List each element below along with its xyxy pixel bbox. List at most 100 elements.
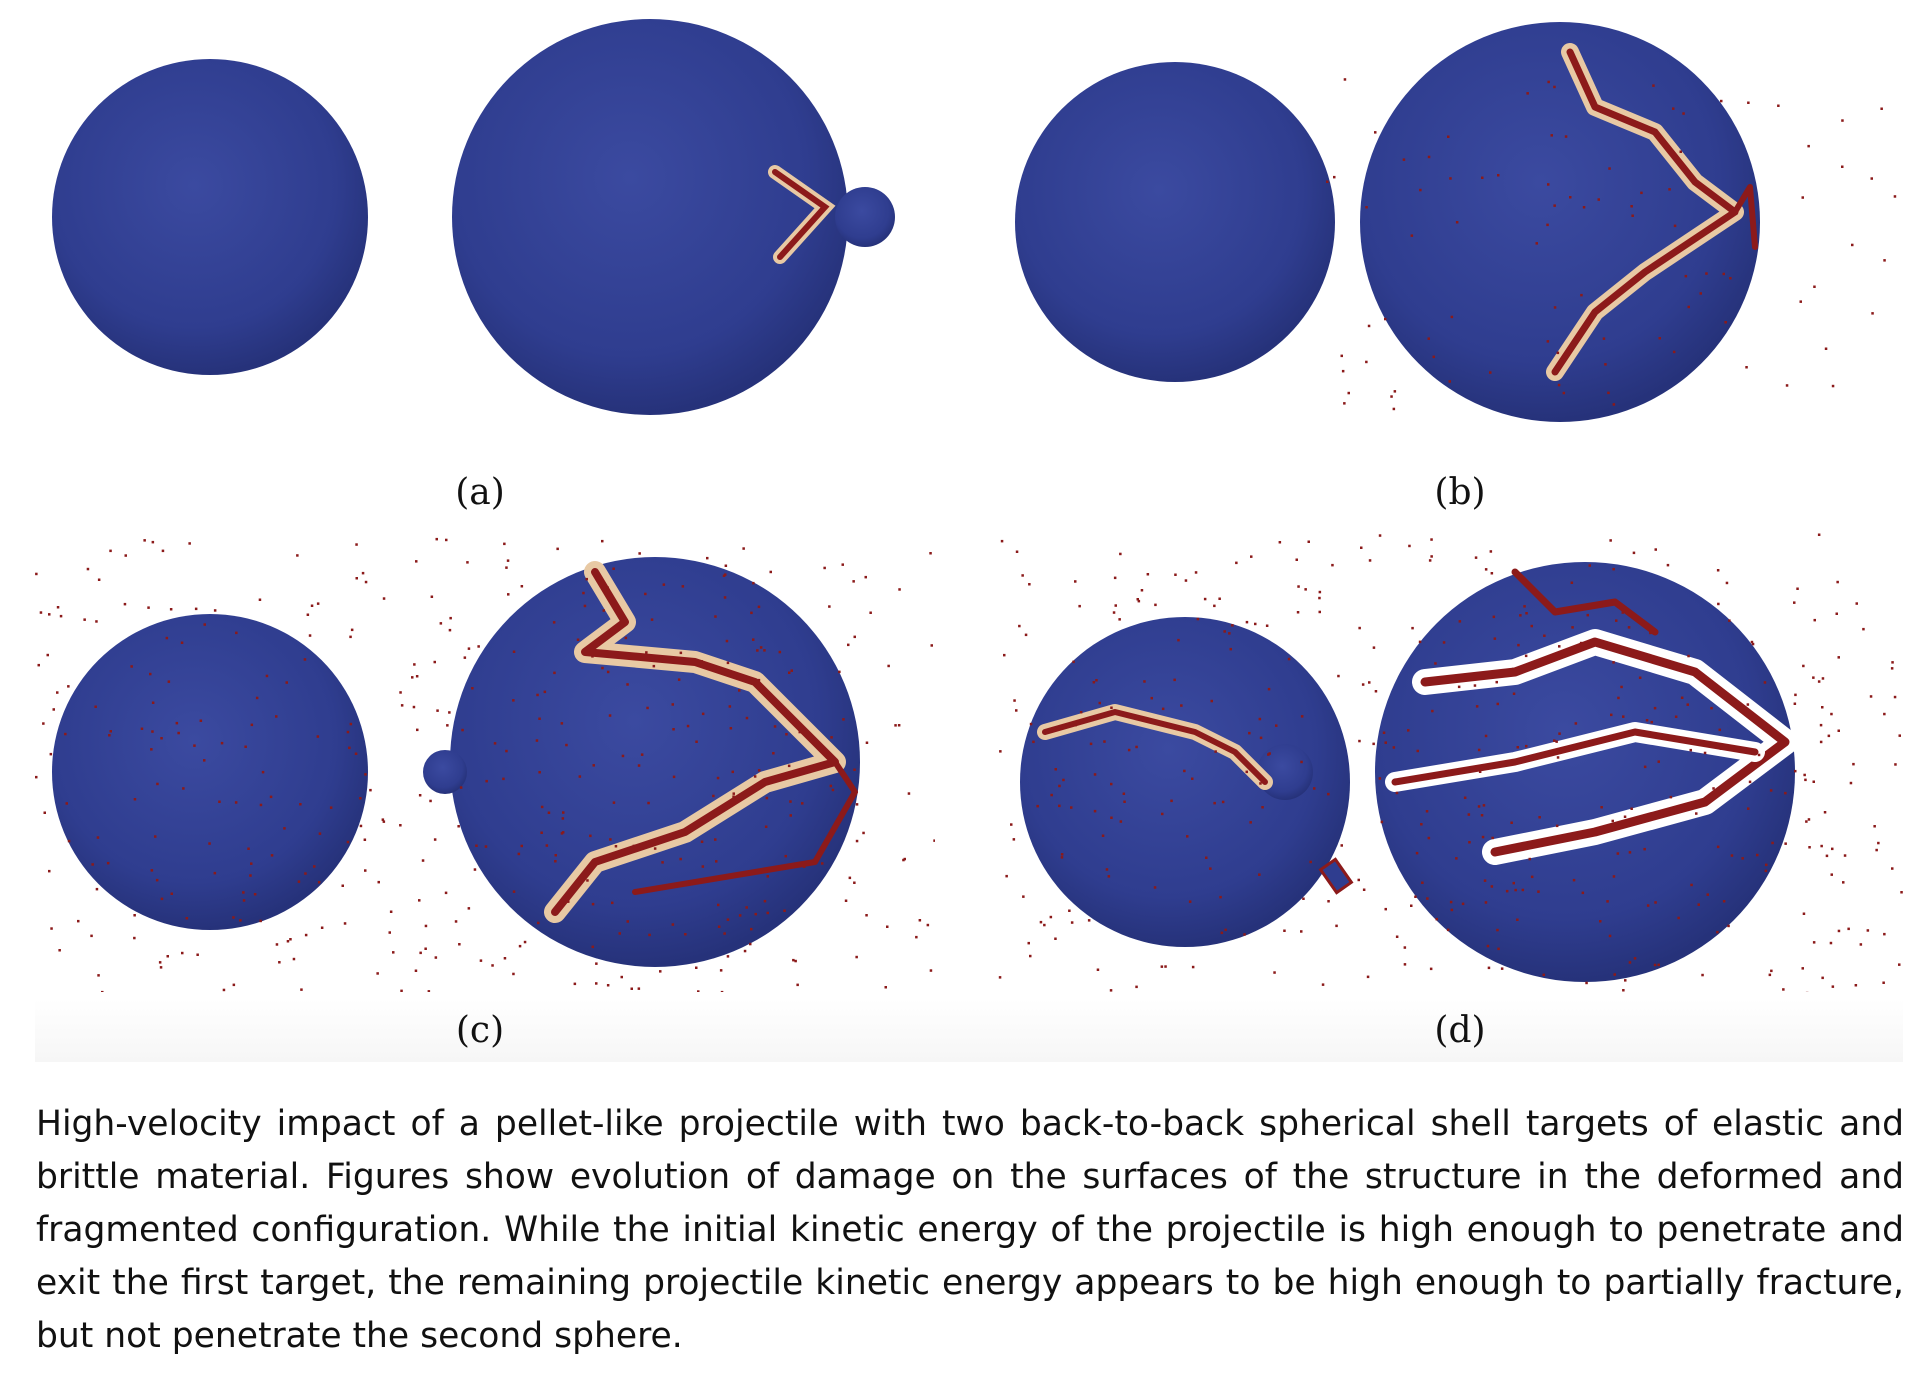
debris-particle [355,543,358,546]
debris-particle [556,547,559,551]
debris-particle [1419,188,1422,192]
debris-particle [1784,791,1787,795]
debris-particle [436,709,439,712]
debris-particle [389,910,393,913]
debris-particle [1869,695,1873,698]
debris-particle [255,696,259,700]
debris-particle [738,914,742,917]
debris-particle [1782,988,1785,991]
debris-particle [540,805,544,809]
debris-particle [1164,965,1167,968]
debris-particle [1630,807,1633,810]
debris-particle [1254,622,1257,626]
debris-particle [341,884,344,887]
debris-particle [679,857,682,861]
debris-particle [1821,706,1824,709]
debris-particle [1118,618,1121,621]
debris-particle [156,782,159,786]
debris-particle [745,716,749,720]
debris-particle [1891,867,1894,870]
debris-particle [595,982,598,985]
debris-particle [792,958,795,962]
debris-particle [1327,900,1330,903]
panel-c-render [35,537,935,992]
debris-particle [784,854,787,858]
debris-particle [151,701,155,704]
debris-particle [354,752,358,755]
debris-particle [59,614,63,618]
debris-particle [1267,687,1271,691]
debris-particle [234,801,238,804]
debris-particle [400,704,404,707]
debris-particle [459,786,463,789]
debris-particle [1427,155,1431,159]
debris-particle [1093,809,1097,813]
debris-particle [1712,787,1715,790]
debris-particle [573,982,577,986]
debris-particle [1022,895,1025,898]
debris-particle [1449,900,1453,904]
debris-particle [247,847,250,850]
debris-particle [1645,719,1649,722]
debris-particle [1525,744,1528,748]
debris-particle [160,737,163,740]
debris-particle [1486,944,1490,948]
debris-particle [158,961,162,964]
debris-particle [1313,787,1316,790]
debris-particle [1612,875,1616,878]
debris-particle [479,959,483,962]
debris-particle [1428,559,1432,562]
debris-particle [1024,633,1028,637]
debris-particle [1365,206,1368,209]
debris-particle [1209,867,1212,870]
debris-particle [1327,792,1330,796]
debris-particle [1221,800,1225,804]
debris-particle [1546,223,1549,227]
debris-particle [1666,563,1670,567]
debris-particle [1333,175,1336,179]
debris-particle [199,719,203,722]
debris-particle [653,847,657,850]
panel-b-render [1015,22,1897,422]
debris-particle [1180,704,1183,707]
debris-particle [1633,957,1637,960]
debris-particle [52,708,55,711]
debris-particle [1643,847,1646,851]
debris-particle [1442,641,1446,644]
debris-particle [446,724,449,727]
debris-particle [1300,930,1303,933]
debris-particle [292,957,296,961]
debris-particle [1275,724,1278,727]
debris-particle [1615,619,1618,622]
debris-particle [1658,337,1661,340]
debris-particle [1523,605,1526,608]
debris-particle [1812,780,1815,783]
debris-particle [1585,981,1588,985]
debris-particle [686,724,690,728]
debris-particle [109,549,112,553]
debris-particle [477,645,480,648]
debris-particle [1096,968,1100,971]
debris-particle [1362,888,1366,891]
debris-particle [130,665,133,668]
debris-particle [738,689,741,692]
debris-particle [39,611,43,614]
debris-particle [1724,321,1727,324]
debris-particle [1146,573,1150,576]
debris-particle [626,683,629,686]
debris-particle [1817,680,1821,683]
debris-particle [999,750,1002,753]
debris-particle [1586,613,1589,617]
debris-particle [1572,878,1576,882]
debris-particle [1768,973,1772,977]
debris-particle [364,580,368,584]
debris-particle [1799,300,1802,303]
debris-particle [1750,640,1754,644]
debris-particle [1638,676,1642,679]
debris-particle [1245,620,1249,624]
debris-particle [796,983,799,987]
debris-particle [1070,806,1073,809]
debris-particle [1516,746,1519,749]
debris-particle [411,676,414,679]
debris-particle [712,794,715,798]
